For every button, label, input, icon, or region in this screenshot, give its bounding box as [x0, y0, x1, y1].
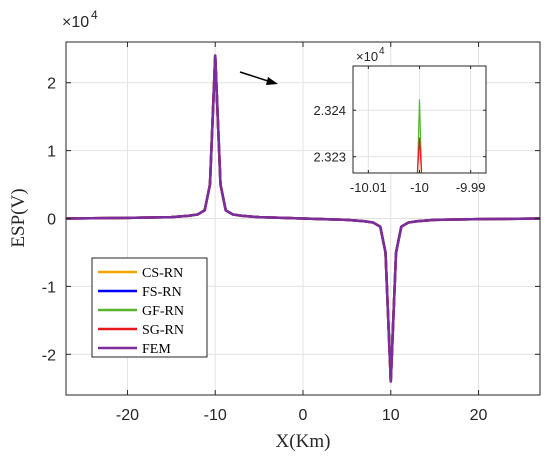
- main-series-group: [66, 54, 540, 383]
- inset-x-tick-label: -9.99: [456, 180, 486, 195]
- inset-y-tick-label: 2.323: [313, 150, 346, 165]
- main-y-tick-label: 0: [47, 212, 56, 229]
- main-series-fem: [66, 54, 540, 383]
- legend-label-cs-rn: CS-RN: [142, 266, 183, 281]
- legend-entries: CS-RN FS-RN GF-RN SG-RN FEM: [98, 266, 184, 357]
- legend-label-fem: FEM: [142, 342, 171, 357]
- inset-tick-group: -10.01 -10 -9.99 2.323 2.324: [313, 66, 486, 195]
- inset-x-tick-label: -10: [410, 180, 429, 195]
- inset-series-sg-rn: [416, 137, 423, 173]
- x-axis-label: X(Km): [276, 431, 331, 452]
- inset-x-tick-label: -10.01: [350, 180, 387, 195]
- legend-label-sg-rn: SG-RN: [142, 323, 184, 338]
- legend-box: [91, 257, 208, 358]
- inset-axes: -10.01 -10 -9.99 2.323 2.324 ×10 4: [313, 46, 487, 195]
- inset-y-tick-label: 2.324: [313, 103, 346, 118]
- inset-y-exponent-power: 4: [379, 46, 385, 57]
- main-x-tick-label: -20: [116, 407, 139, 424]
- main-x-tick-label: 20: [470, 407, 488, 424]
- main-y-tick-label: 2: [47, 76, 56, 93]
- inset-series-group: [416, 99, 423, 173]
- legend: CS-RN FS-RN GF-RN SG-RN FEM: [91, 257, 208, 358]
- main-y-tick-label: -2: [42, 347, 56, 364]
- inset-y-exponent-base: ×10: [356, 49, 378, 64]
- legend-label-gf-rn: GF-RN: [142, 304, 184, 319]
- y-axis-label: ESP(V): [8, 188, 29, 247]
- main-y-tick-label: 1: [47, 144, 56, 161]
- main-y-exponent-base: ×10: [62, 14, 89, 31]
- main-x-tick-label: -10: [204, 407, 227, 424]
- inset-series-gf-rn: [416, 99, 423, 173]
- legend-label-fs-rn: FS-RN: [142, 285, 182, 300]
- main-x-tick-label: 10: [382, 407, 400, 424]
- inset-grid: [353, 66, 486, 173]
- main-y-exponent-power: 4: [91, 8, 98, 22]
- arrow-icon: [239, 71, 278, 85]
- main-x-tick-label: 0: [299, 407, 308, 424]
- main-y-tick-label: -1: [42, 279, 56, 296]
